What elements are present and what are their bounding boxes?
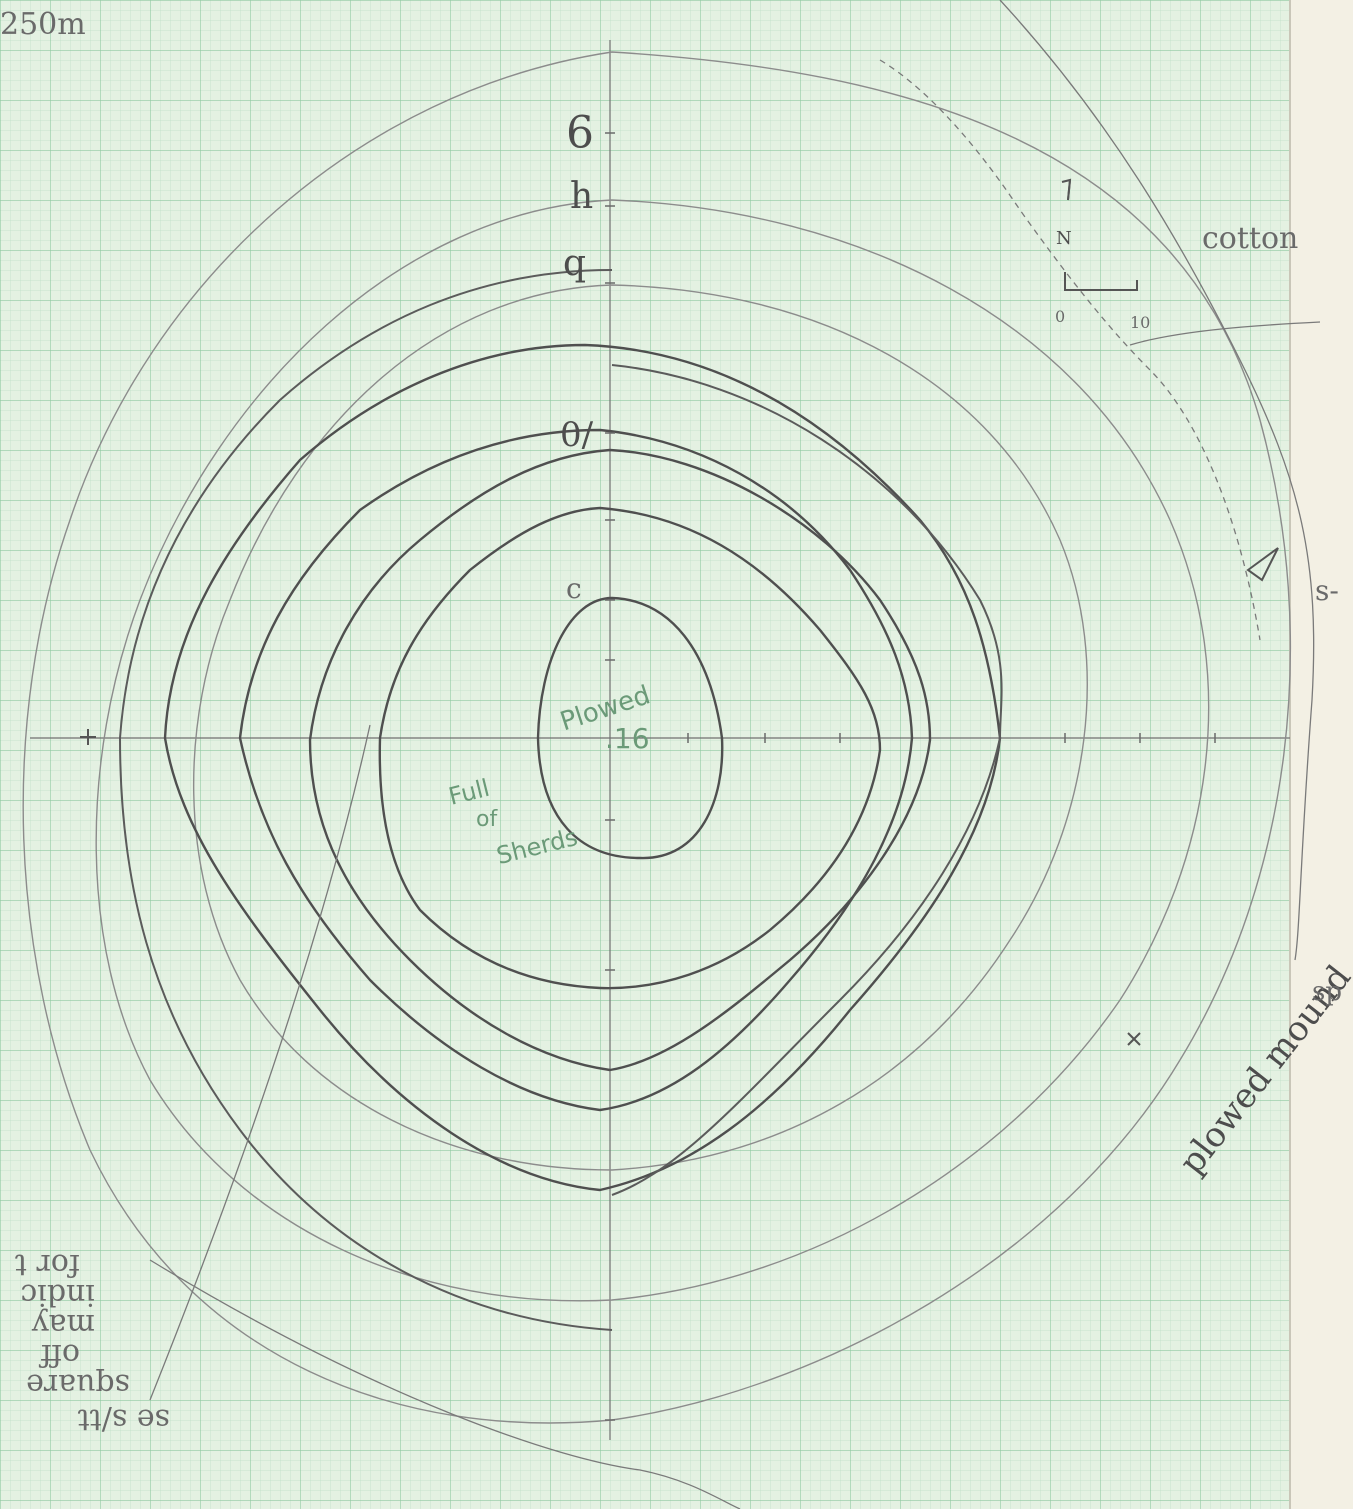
contour-ring-3 <box>378 506 882 990</box>
graph-grid <box>0 0 1290 1509</box>
contour-ring-inner <box>536 596 724 860</box>
elevation-label-h: h <box>570 176 593 217</box>
main-contours <box>163 343 1002 1192</box>
scale-label-0: 0 <box>1055 307 1065 326</box>
left-note-line-3: off <box>38 1337 80 1372</box>
left-note-line-5: indic <box>20 1277 95 1312</box>
axis-ticks <box>605 132 1216 1421</box>
contour-outer-3 <box>192 284 1088 1171</box>
of-label: of <box>476 807 498 832</box>
north-label: N <box>1056 228 1072 249</box>
elevation-label-0: 0/ <box>560 415 594 455</box>
cotton-label: cotton <box>1202 221 1298 256</box>
contour-outer-2 <box>95 199 1210 1302</box>
north-arrow-icon <box>1061 178 1072 201</box>
outer-contours <box>22 51 1292 1424</box>
right-margin-label-2: sp <box>1312 977 1342 1007</box>
left-note-line-6: for t <box>15 1247 80 1282</box>
triangle-marker-icon <box>1246 547 1279 582</box>
scale-bar-icon <box>1064 272 1138 291</box>
cross-marker-icon <box>80 729 1141 1046</box>
road-line <box>1129 321 1321 346</box>
right-margin-label-1: s- <box>1315 574 1339 607</box>
contour-ring-mid-1 <box>611 364 1003 1196</box>
lower-left-curve <box>149 1259 741 1509</box>
left-note-line-2: square <box>26 1367 130 1402</box>
contour-ring-1 <box>163 343 1002 1192</box>
mid-contours <box>118 269 1003 1331</box>
elevation-center-label: .16 <box>605 722 650 755</box>
contour-ring-0 <box>308 448 932 1072</box>
left-note-line-4: may <box>32 1307 95 1342</box>
dotted-boundary <box>879 59 1261 641</box>
elevation-label-q: q <box>563 243 586 284</box>
elevation-label-c: c <box>566 572 582 605</box>
contour-ring-2 <box>238 428 914 1112</box>
elevation-label-9: 9 <box>566 104 594 155</box>
cotton-field-boundary <box>999 0 1315 961</box>
left-note-line-1: se s/tt <box>78 1402 170 1437</box>
corner-label: 250m <box>0 7 86 42</box>
boundary-lines <box>149 0 1321 1509</box>
contour-ring-mid-2 <box>118 269 613 1331</box>
sherd-line-diagonal <box>149 724 371 1401</box>
upside-down-note: se s/tt square off may indic for t <box>15 1247 170 1437</box>
contour-outer-1 <box>22 51 1292 1424</box>
scale-label-10: 10 <box>1130 313 1150 332</box>
